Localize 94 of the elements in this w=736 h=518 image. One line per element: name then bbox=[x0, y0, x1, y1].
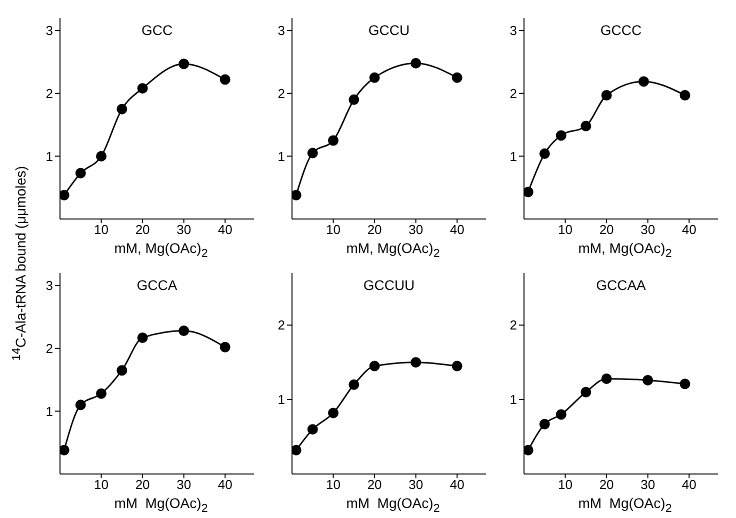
point bbox=[137, 83, 148, 94]
x-tick-label: 40 bbox=[682, 477, 696, 492]
point bbox=[580, 386, 592, 398]
x-tick-label: 10 bbox=[326, 477, 341, 492]
x-axis-title: mM Mg(OAc)$_{2}$ bbox=[345, 494, 441, 517]
x-tick-label: 10 bbox=[94, 477, 109, 492]
x-tick-label: 10 bbox=[558, 477, 573, 492]
x-tick-label: 20 bbox=[135, 222, 150, 238]
point bbox=[369, 360, 380, 372]
y-tick-label: 1 bbox=[278, 148, 285, 164]
point bbox=[75, 400, 86, 410]
point bbox=[220, 342, 230, 352]
x-tick-label: 10 bbox=[558, 222, 573, 238]
x-tick-label: 30 bbox=[176, 222, 192, 238]
x-axis-title: mM Mg(OAc)$_{2}$ bbox=[577, 494, 673, 517]
x-tick-label: 10 bbox=[326, 222, 341, 238]
y-tick-label: 1 bbox=[46, 148, 53, 164]
point bbox=[556, 130, 566, 141]
point bbox=[680, 90, 690, 101]
point bbox=[292, 190, 302, 200]
x-tick-label: 20 bbox=[367, 222, 382, 238]
y-tick-label: 3 bbox=[278, 23, 285, 38]
point bbox=[220, 74, 230, 85]
y-tick-label: 2 bbox=[510, 318, 517, 333]
y-tick-label: 1 bbox=[278, 392, 285, 408]
point bbox=[137, 332, 148, 343]
point bbox=[580, 120, 592, 132]
point bbox=[539, 148, 550, 159]
y-tick-label: 2 bbox=[46, 86, 53, 101]
point bbox=[524, 444, 534, 456]
x-tick-label: 40 bbox=[450, 477, 464, 492]
point bbox=[452, 360, 462, 372]
point bbox=[638, 76, 649, 87]
x-tick-label: 20 bbox=[599, 222, 614, 238]
y-tick-label: 2 bbox=[278, 318, 285, 333]
x-axis-title: mM, Mg(OAc)$_{2}$ bbox=[113, 239, 209, 262]
point bbox=[60, 444, 70, 456]
point bbox=[452, 72, 462, 83]
x-tick-label: 20 bbox=[367, 477, 382, 492]
x-tick-label: 30 bbox=[640, 477, 656, 492]
point bbox=[410, 357, 422, 368]
x-tick-label: 40 bbox=[218, 477, 232, 492]
point bbox=[328, 408, 339, 418]
point bbox=[642, 374, 654, 386]
x-tick-label: 10 bbox=[94, 222, 109, 238]
point bbox=[680, 378, 690, 390]
point bbox=[178, 58, 190, 70]
y-tick-label: 3 bbox=[510, 23, 517, 38]
x-tick-label: 40 bbox=[218, 222, 232, 238]
point bbox=[116, 104, 128, 114]
chart-title: GCCUU bbox=[362, 277, 416, 293]
y-tick-label: 2 bbox=[510, 86, 517, 101]
x-tick-label: 40 bbox=[450, 222, 464, 238]
x-tick-label: 30 bbox=[408, 222, 424, 238]
point bbox=[556, 409, 566, 420]
y-tick-label: 1 bbox=[510, 148, 517, 164]
x-tick-label: 40 bbox=[682, 222, 696, 238]
y-tick-label: 1 bbox=[46, 404, 53, 419]
chart-title: GCCC bbox=[599, 22, 643, 38]
point bbox=[307, 148, 318, 158]
point bbox=[60, 190, 70, 200]
chart-title: GCC bbox=[140, 22, 174, 38]
point bbox=[75, 168, 86, 178]
x-axis-title: mM Mg(OAc)$_{2}$ bbox=[113, 494, 209, 517]
x-tick-label: 20 bbox=[599, 477, 614, 492]
y-tick-label: 3 bbox=[46, 23, 53, 38]
point bbox=[410, 58, 422, 68]
point bbox=[539, 418, 550, 430]
y-tick-label: 2 bbox=[46, 340, 53, 356]
x-axis-title: mM, Mg(OAc)$_{2}$ bbox=[345, 239, 441, 262]
point bbox=[178, 326, 190, 336]
x-tick-label: 30 bbox=[640, 222, 656, 238]
x-axis-title: mM, Mg(OAc)$_{2}$ bbox=[577, 239, 673, 262]
point bbox=[348, 94, 360, 105]
point bbox=[96, 150, 107, 162]
point bbox=[369, 72, 380, 83]
point bbox=[328, 135, 339, 146]
x-tick-label: 30 bbox=[176, 477, 192, 492]
x-tick-label: 30 bbox=[408, 477, 424, 492]
chart-title: GCCU bbox=[367, 22, 411, 38]
point bbox=[96, 388, 107, 399]
chart-title: GCCA bbox=[136, 277, 178, 293]
point bbox=[601, 90, 612, 101]
point bbox=[348, 379, 360, 390]
x-tick-label: 20 bbox=[135, 477, 150, 492]
point bbox=[116, 365, 128, 376]
y-tick-label: 2 bbox=[278, 86, 285, 101]
point bbox=[601, 373, 612, 384]
chart-title: GCCAA bbox=[595, 277, 647, 293]
point bbox=[292, 444, 302, 456]
point bbox=[307, 424, 318, 435]
y-tick-label: 3 bbox=[46, 278, 53, 294]
point bbox=[524, 186, 534, 198]
y-tick-label: 1 bbox=[510, 392, 517, 408]
